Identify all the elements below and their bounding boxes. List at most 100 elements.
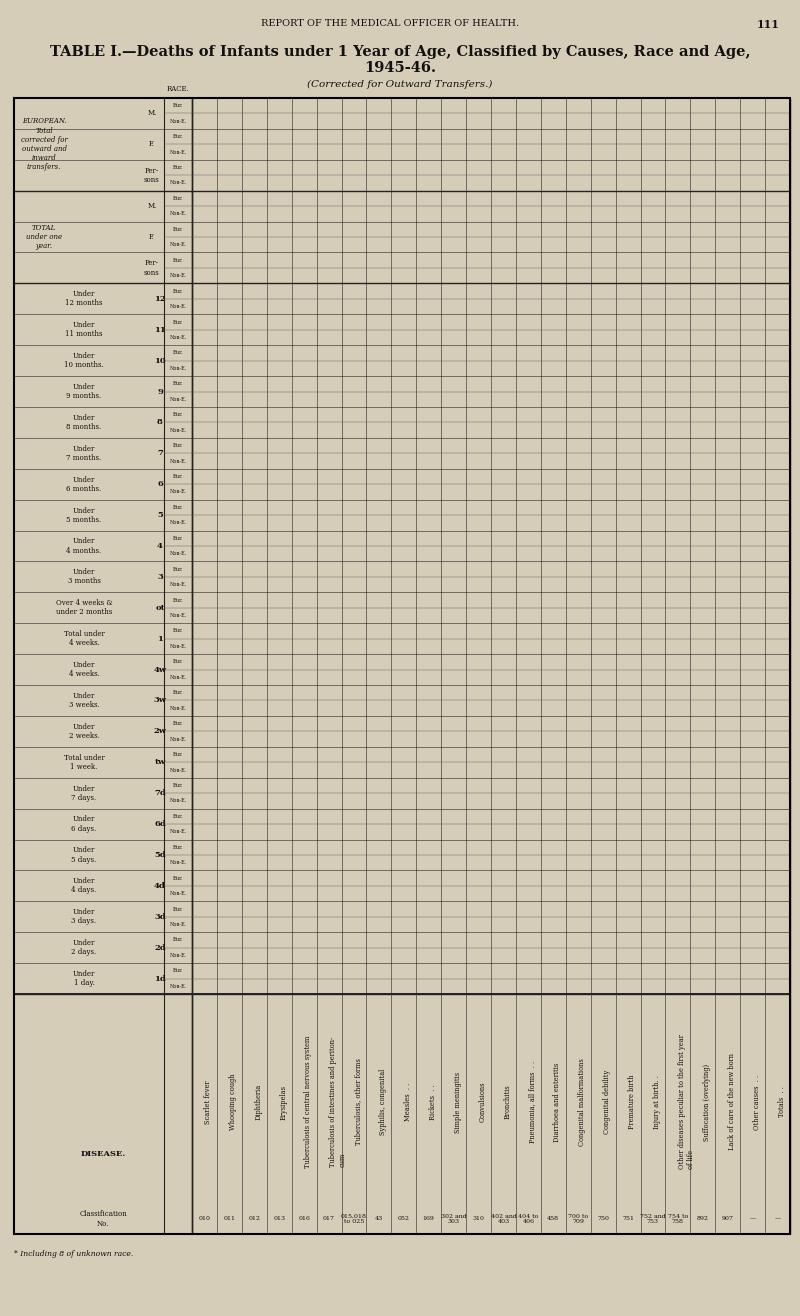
Text: DISEASE.: DISEASE. (80, 1150, 126, 1158)
Text: Tuberculosis, other forms: Tuberculosis, other forms (354, 1058, 362, 1145)
Text: Eur.: Eur. (173, 691, 183, 695)
Text: 3d: 3d (154, 913, 166, 921)
Text: 6d: 6d (154, 820, 166, 828)
Text: 750: 750 (597, 1216, 609, 1221)
Text: 700 to
709: 700 to 709 (568, 1213, 588, 1224)
Text: Non-E.: Non-E. (170, 953, 186, 958)
Text: 010: 010 (198, 1216, 210, 1221)
Text: Tuberculosis of central nervous system: Tuberculosis of central nervous system (304, 1036, 312, 1169)
Text: * Including 8 of unknown race.: * Including 8 of unknown race. (14, 1250, 134, 1258)
Bar (14, 97, 790, 1234)
Text: 404 to
406: 404 to 406 (518, 1213, 538, 1224)
Text: Non-E.: Non-E. (170, 767, 186, 772)
Text: —: — (750, 1216, 756, 1221)
Text: Under
4 weeks.: Under 4 weeks. (69, 661, 99, 678)
Text: Non-E.: Non-E. (170, 242, 186, 247)
Text: Under
7 days.: Under 7 days. (71, 784, 97, 801)
Text: Other diseases peculiar to the first year
of life: Other diseases peculiar to the first yea… (678, 1034, 695, 1170)
Text: Eur.: Eur. (173, 813, 183, 819)
Text: Eur.: Eur. (173, 196, 183, 201)
Text: 012: 012 (248, 1216, 260, 1221)
Text: M.: M. (147, 109, 157, 117)
Text: Eur.: Eur. (173, 597, 183, 603)
Text: Over 4 weeks &
under 2 months: Over 4 weeks & under 2 months (56, 599, 112, 616)
Text: Whooping cough: Whooping cough (230, 1074, 238, 1130)
Text: Eur.: Eur. (173, 412, 183, 417)
Text: 5: 5 (157, 511, 163, 519)
Text: Under
2 weeks.: Under 2 weeks. (69, 722, 99, 740)
Text: M.: M. (147, 203, 157, 211)
Text: Rickets  . .: Rickets . . (429, 1084, 437, 1120)
Text: 111: 111 (757, 18, 779, 29)
Text: Eur.: Eur. (173, 258, 183, 263)
Text: Congenital malformations: Congenital malformations (578, 1058, 586, 1146)
Text: Under
7 months.: Under 7 months. (66, 445, 102, 462)
Text: Non-E.: Non-E. (170, 458, 186, 463)
Text: Under
6 months.: Under 6 months. (66, 475, 102, 492)
Text: 017: 017 (323, 1216, 335, 1221)
Text: 3w: 3w (154, 696, 166, 704)
Text: Eur.: Eur. (173, 659, 183, 665)
Text: Measles  . .: Measles . . (404, 1083, 412, 1121)
Text: Non-E.: Non-E. (170, 366, 186, 371)
Text: tw: tw (154, 758, 166, 766)
Text: Erysipelas: Erysipelas (279, 1084, 287, 1120)
Text: Total under
4 weeks.: Total under 4 weeks. (63, 630, 105, 647)
Text: Eur.: Eur. (173, 536, 183, 541)
Text: Non-E.: Non-E. (170, 490, 186, 495)
Text: Congenital debility: Congenital debility (603, 1070, 611, 1134)
Text: 3: 3 (157, 572, 163, 580)
Text: Tuberculosis of intestines and periton-
cum: Tuberculosis of intestines and periton- … (329, 1037, 346, 1167)
Text: 8: 8 (157, 418, 163, 426)
Text: Eur.: Eur. (173, 721, 183, 726)
Text: Diarrhoea and enteritis: Diarrhoea and enteritis (554, 1062, 562, 1141)
Text: TOTAL
under one
year.: TOTAL under one year. (26, 224, 62, 250)
Text: Under
2 days.: Under 2 days. (71, 940, 97, 957)
Text: 892: 892 (697, 1216, 709, 1221)
Text: 458: 458 (547, 1216, 559, 1221)
Text: 169: 169 (422, 1216, 434, 1221)
Text: Non-E.: Non-E. (170, 613, 186, 619)
Text: Suffocation (overlying): Suffocation (overlying) (702, 1063, 710, 1141)
Text: Eur.: Eur. (173, 845, 183, 850)
Text: Pneumonia, all forms  . .: Pneumonia, all forms . . (528, 1061, 536, 1144)
Text: Totals  . .: Totals . . (778, 1087, 786, 1117)
Text: Non-E.: Non-E. (170, 396, 186, 401)
Text: Eur.: Eur. (173, 783, 183, 788)
Text: Eur.: Eur. (173, 937, 183, 942)
Text: 11: 11 (154, 326, 166, 334)
Text: Non-E.: Non-E. (170, 212, 186, 216)
Text: Non-E.: Non-E. (170, 861, 186, 865)
Text: 011: 011 (223, 1216, 235, 1221)
Text: Under
9 months.: Under 9 months. (66, 383, 102, 400)
Text: Eur.: Eur. (173, 288, 183, 293)
Text: Under
1 day.: Under 1 day. (73, 970, 95, 987)
Text: Eur.: Eur. (173, 751, 183, 757)
Text: Non-E.: Non-E. (170, 799, 186, 803)
Text: Scarlet fever: Scarlet fever (205, 1080, 213, 1124)
Text: Eur.: Eur. (173, 350, 183, 355)
Text: 43: 43 (375, 1216, 383, 1221)
Text: Under
3 weeks.: Under 3 weeks. (69, 692, 99, 709)
Text: 752 and
753: 752 and 753 (640, 1213, 666, 1224)
Text: Non-E.: Non-E. (170, 520, 186, 525)
Text: 7d: 7d (154, 790, 166, 797)
Text: Eur.: Eur. (173, 134, 183, 139)
Text: Non-E.: Non-E. (170, 304, 186, 309)
Text: 907: 907 (722, 1216, 734, 1221)
Text: Under
3 days.: Under 3 days. (71, 908, 97, 925)
Text: Convulsions: Convulsions (478, 1082, 486, 1123)
Text: Non-E.: Non-E. (170, 829, 186, 834)
Text: Syphilis, congenital: Syphilis, congenital (379, 1069, 387, 1136)
Text: 5d: 5d (154, 851, 166, 859)
Text: Under
5 months.: Under 5 months. (66, 507, 102, 524)
Text: Non-E.: Non-E. (170, 180, 186, 186)
Text: Eur.: Eur. (173, 320, 183, 325)
Text: 754 to
758: 754 to 758 (668, 1213, 688, 1224)
Text: 4w: 4w (154, 666, 166, 674)
Text: 12: 12 (154, 295, 166, 303)
Text: Eur.: Eur. (173, 875, 183, 880)
Text: Eur.: Eur. (173, 505, 183, 509)
Text: Non-E.: Non-E. (170, 336, 186, 340)
Text: 310: 310 (473, 1216, 485, 1221)
